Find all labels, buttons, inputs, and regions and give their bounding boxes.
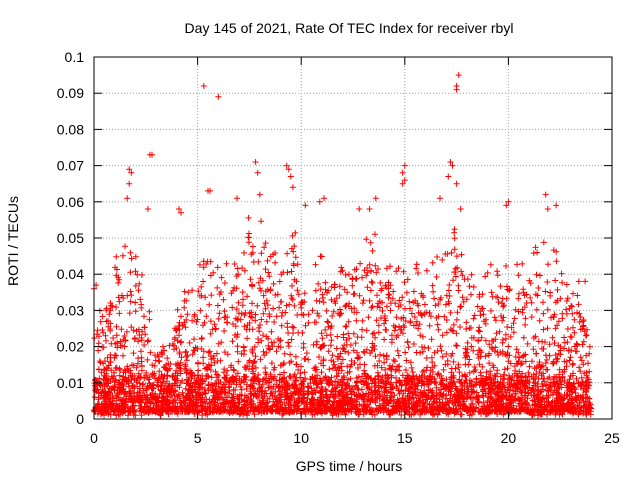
roti-point	[401, 162, 408, 169]
roti-point	[285, 166, 292, 173]
roti-point	[144, 206, 151, 212]
roti-point	[544, 206, 551, 212]
roti-point	[289, 184, 296, 191]
roti-point	[449, 162, 456, 169]
roti-point	[287, 173, 294, 180]
x-tick-label: 25	[604, 430, 620, 446]
y-tick-label: 0.01	[57, 375, 84, 391]
roti-point	[176, 206, 182, 212]
roti-point	[586, 350, 593, 357]
y-tick-label: 0.05	[57, 230, 84, 246]
chart-title: Day 145 of 2021, Rate Of TEC Index for r…	[185, 20, 514, 36]
roti-point	[302, 202, 309, 209]
grid-lines	[94, 57, 612, 419]
roti-point	[445, 173, 452, 180]
x-axis-label: GPS time / hours	[296, 458, 403, 474]
roti-point	[356, 206, 363, 212]
roti-point	[205, 187, 211, 194]
y-tick-label: 0.09	[57, 85, 84, 101]
roti-point	[178, 209, 184, 216]
roti-point	[580, 318, 586, 325]
y-tick-label: 0.08	[57, 121, 84, 137]
roti-point	[447, 159, 454, 165]
y-tick-label: 0	[76, 411, 84, 427]
roti-point	[200, 83, 207, 89]
roti-point	[215, 93, 222, 100]
roti-point	[575, 278, 582, 285]
roti-point	[366, 206, 373, 212]
roti-point	[126, 166, 133, 173]
roti-point	[252, 159, 259, 165]
roti-point	[399, 169, 406, 176]
y-tick-label: 0.02	[57, 339, 84, 355]
roti-point	[149, 151, 155, 158]
roti-point	[128, 169, 135, 176]
roti-point	[542, 191, 549, 198]
x-tick-label: 0	[90, 430, 98, 446]
roti-point	[345, 271, 352, 278]
y-tick-label: 0.1	[65, 49, 85, 65]
roti-point	[126, 180, 133, 187]
roti-point	[372, 195, 379, 202]
roti-point	[234, 195, 240, 202]
x-tick-label: 10	[293, 430, 309, 446]
roti-point	[505, 198, 512, 205]
x-tick-label: 5	[194, 430, 202, 446]
roti-point	[399, 180, 406, 187]
y-tick-label: 0.07	[57, 158, 84, 174]
roti-point	[457, 206, 464, 212]
x-tick-label: 15	[397, 430, 413, 446]
y-tick-labels: 0 0.01 0.02 0.03 0.04 0.05 0.06 0.07 0.08 0.09 0.1	[57, 49, 84, 427]
roti-point	[254, 169, 261, 176]
roti-point	[283, 162, 290, 169]
roti-point	[453, 86, 460, 93]
axis-ticks	[93, 56, 613, 420]
y-tick-label: 0.04	[57, 266, 84, 282]
roti-point-cloud	[91, 214, 595, 419]
y-axis-label: ROTI / TECUs	[5, 196, 21, 286]
roti-point	[316, 198, 323, 205]
data-points	[91, 72, 595, 419]
roti-point	[453, 180, 460, 187]
x-tick-label: 20	[501, 430, 517, 446]
roti-point	[124, 195, 131, 202]
roti-point	[401, 177, 408, 184]
y-tick-label: 0.03	[57, 302, 84, 318]
roti-point	[321, 195, 327, 202]
roti-point	[582, 278, 589, 285]
roti-point	[455, 72, 462, 79]
roti-point	[437, 195, 443, 202]
roti-point	[256, 191, 263, 198]
y-tick-label: 0.06	[57, 194, 84, 210]
roti-point	[503, 202, 510, 209]
roti-point	[553, 202, 560, 209]
x-tick-labels: 0 5 10 15 20 25	[90, 430, 620, 446]
roti-point	[584, 394, 591, 401]
